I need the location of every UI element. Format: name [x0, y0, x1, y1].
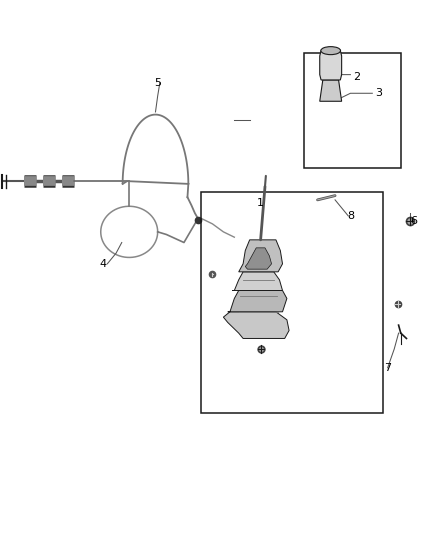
Text: 3: 3	[375, 88, 382, 98]
Text: 6: 6	[410, 216, 417, 226]
Text: 7: 7	[384, 363, 391, 373]
Text: 4: 4	[99, 259, 106, 269]
Text: 5: 5	[154, 78, 161, 87]
Polygon shape	[232, 272, 283, 290]
Polygon shape	[223, 312, 289, 338]
Polygon shape	[228, 290, 287, 312]
Ellipse shape	[321, 47, 341, 55]
Text: 8: 8	[347, 211, 354, 221]
Bar	[304, 53, 401, 168]
Text: 1: 1	[257, 198, 264, 207]
Polygon shape	[320, 51, 342, 80]
Polygon shape	[320, 80, 342, 101]
Polygon shape	[239, 240, 283, 272]
Bar	[201, 192, 383, 413]
Text: 2: 2	[353, 72, 360, 82]
Polygon shape	[245, 248, 272, 269]
